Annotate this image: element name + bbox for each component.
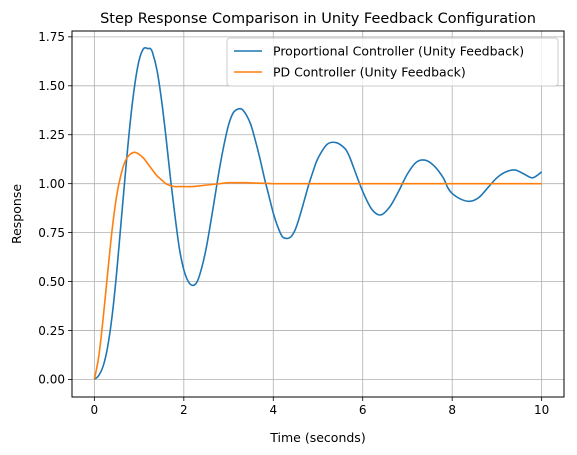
legend-box [226,37,559,87]
y-tick-label: 1.00 [38,177,65,191]
y-tick-label: 0.25 [38,324,65,338]
chart-title: Step Response Comparison in Unity Feedba… [100,11,536,27]
plot-frame [71,30,565,398]
series-line-1 [93,46,543,381]
legend: Proportional Controller (Unity Feedback)… [226,37,559,87]
x-axis-label: Time (seconds) [269,430,365,445]
y-tick-label: 1.75 [38,30,65,44]
y-tick-label: 0.75 [38,226,65,240]
x-tick-label: 2 [180,403,188,417]
legend-label: Proportional Controller (Unity Feedback) [273,44,524,59]
x-tick-label: 8 [448,403,456,417]
x-tick-label: 6 [359,403,367,417]
series-layer [93,46,543,381]
y-tick-label: 0.00 [38,373,65,387]
y-tick-label: 0.50 [38,275,65,289]
y-tick-label: 1.50 [38,79,65,93]
series-line-2 [93,151,542,380]
y-axis-label: Response [9,184,24,244]
ticks: 0 2 4 6 8 10 0.00 0.25 0.50 0.75 1.00 1.25 1.50 1.75 [38,30,549,417]
x-tick-label: 10 [534,403,549,417]
x-tick-label: 0 [91,403,99,417]
legend-label: PD Controller (Unity Feedback) [273,65,466,80]
y-tick-label: 1.25 [38,128,65,142]
x-tick-label: 4 [269,403,277,417]
